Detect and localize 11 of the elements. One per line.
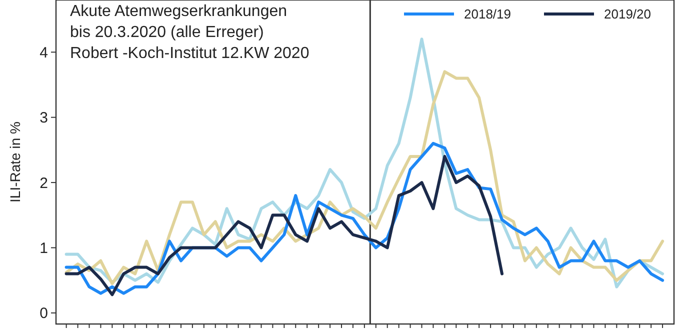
line-series — [64, 142, 664, 295]
y-tick-label: 2 — [40, 174, 48, 192]
line-series — [64, 154, 504, 296]
y-axis-title: ILI-Rate in % — [7, 122, 23, 202]
y-tick-label: 4 — [40, 44, 48, 62]
y-tick-label: 3 — [40, 110, 48, 127]
legend-label: 2018/19 — [464, 6, 511, 22]
text: Akute Atemwegserkrankungen bis 20.3.2020 (alle Erreger) Robert -Koch-Institut 12.KW 2020 — [70, 3, 310, 62]
legend-label: 2019/20 — [604, 6, 651, 22]
y-tick-label: 1 — [40, 240, 48, 257]
y-tick-label: 0 — [40, 305, 48, 322]
